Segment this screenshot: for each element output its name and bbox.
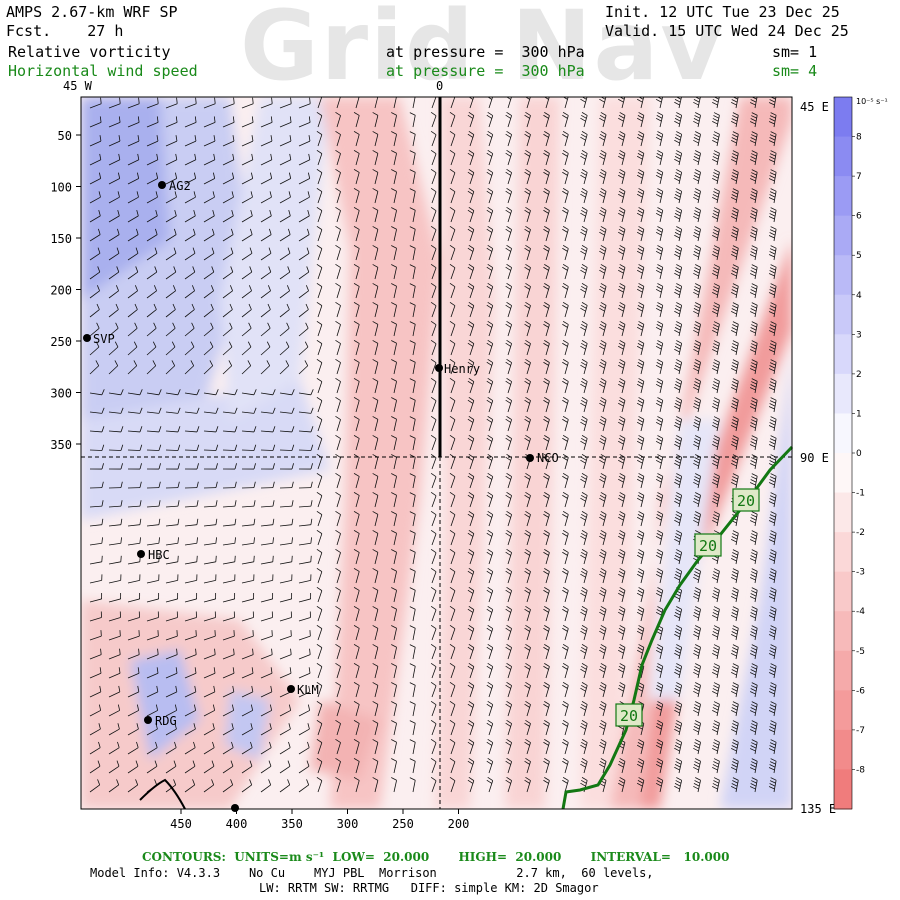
field2-level: at pressure = 300 hPa (386, 62, 585, 80)
station-rdg: RDG (144, 714, 177, 728)
x-tick-label: 350 (281, 817, 303, 831)
colorbar-label: 6 (856, 212, 862, 222)
contour-label-text-1: 20 (737, 492, 755, 510)
colorbar-label: -6 (856, 686, 865, 696)
svg-text:KLM: KLM (297, 683, 319, 697)
colorbar-label: -8 (856, 765, 865, 775)
colorbar-label: -1 (856, 489, 865, 499)
station-ag2: AG2 (158, 179, 191, 193)
init-time: Init. 12 UTC Tue 23 Dec 25 (605, 3, 840, 21)
svg-text:SVP: SVP (93, 332, 115, 346)
colorbar-label: -5 (856, 647, 865, 657)
watermark: Grid Nav (240, 0, 725, 102)
y-tick-label: 50 (58, 129, 72, 143)
colorbar-label: 3 (856, 330, 862, 340)
colorbar-label: -3 (856, 568, 865, 578)
longitude-labels: 45 W 0 45 E 90 E 135 E (63, 79, 836, 816)
station-nco: NCO (526, 451, 559, 465)
model-title: AMPS 2.67-km WRF SP (6, 3, 178, 21)
plot-frame (80, 96, 793, 810)
x-tick-label: 200 (448, 817, 470, 831)
lon-label-90e: 90 E (800, 451, 829, 465)
colorbar-label: 7 (856, 172, 862, 182)
contours-info: CONTOURS: UNITS=m s⁻¹ LOW= 20.000 HIGH= … (142, 850, 730, 864)
svg-text:Henry: Henry (444, 362, 480, 376)
lon-label-0: 0 (436, 79, 443, 93)
svg-text:RDG: RDG (155, 714, 177, 728)
svg-text:HBC: HBC (148, 548, 170, 562)
valid-time: Valid. 15 UTC Wed 24 Dec 25 (605, 22, 849, 40)
colorbar-label: -7 (856, 726, 865, 736)
colorbar-label: 2 (856, 370, 862, 380)
forecast-hour: Fcst. 27 h (6, 22, 124, 40)
y-tick-label: 250 (50, 335, 72, 349)
station-henry: Henry (435, 362, 480, 376)
field1-name: Relative vorticity (8, 43, 171, 61)
wind-barbs (89, 97, 777, 793)
contour-label: 20 (732, 488, 760, 512)
x-axis: 450 400 350 300 250 200 (170, 809, 469, 831)
field1-smoothing: sm= 1 (772, 43, 818, 61)
y-tick-label: 200 (50, 284, 72, 298)
colorbar-unit: 10⁻⁵ s⁻¹ (856, 97, 888, 106)
lon-label-135e: 135 E (800, 802, 836, 816)
field2-smoothing: sm= 4 (772, 62, 818, 80)
wind-speed-contour (561, 445, 794, 810)
colorbar: 8 7 6 5 4 3 2 1 0 -1 -2 -3 -4 -5 -6 -7 -8 (833, 96, 865, 810)
station-klm: KLM (287, 683, 319, 697)
lon-label-45e: 45 E (800, 100, 829, 114)
y-tick-label: 350 (50, 438, 72, 452)
contour-label-text-3: 20 (620, 707, 638, 725)
svg-text:AG2: AG2 (169, 179, 191, 193)
stations: AG2 SVP Henry NCO HBC KLM RDG (83, 179, 559, 812)
contour-label: 20 (615, 703, 643, 727)
field2-name: Horizontal wind speed (8, 62, 198, 80)
y-axis: 50 100 150 200 250 300 350 (50, 129, 81, 452)
y-tick-label: 150 (50, 232, 72, 246)
model-info: Model Info: V4.3.3 No Cu MYJ PBL Morriso… (90, 866, 654, 880)
colorbar-label: 0 (856, 449, 862, 459)
svg-text:NCO: NCO (537, 451, 559, 465)
colorbar-label: 5 (856, 251, 862, 261)
station-svp: SVP (83, 332, 115, 346)
x-tick-label: 300 (337, 817, 359, 831)
colorbar-label: 8 (856, 133, 862, 143)
x-tick-label: 250 (392, 817, 414, 831)
station-hbc: HBC (137, 548, 170, 562)
field1-level: at pressure = 300 hPa (386, 43, 585, 61)
terrain-contour (139, 778, 186, 810)
colorbar-label: -2 (856, 528, 865, 538)
colorbar-label: 1 (856, 409, 862, 419)
lon-label-45w: 45 W (63, 79, 93, 93)
contour-label: 20 (694, 533, 722, 557)
model-info-2: LW: RRTM SW: RRTMG DIFF: simple KM: 2D S… (259, 881, 599, 895)
y-tick-label: 100 (50, 181, 72, 195)
vorticity-shading (81, 97, 792, 809)
contour-label-text-2: 20 (699, 537, 717, 555)
colorbar-label: 4 (856, 291, 862, 301)
y-tick-label: 300 (50, 387, 72, 401)
colorbar-label: -4 (856, 607, 865, 617)
x-tick-label: 450 (170, 817, 192, 831)
station-marker (231, 804, 239, 812)
x-tick-label: 400 (226, 817, 248, 831)
